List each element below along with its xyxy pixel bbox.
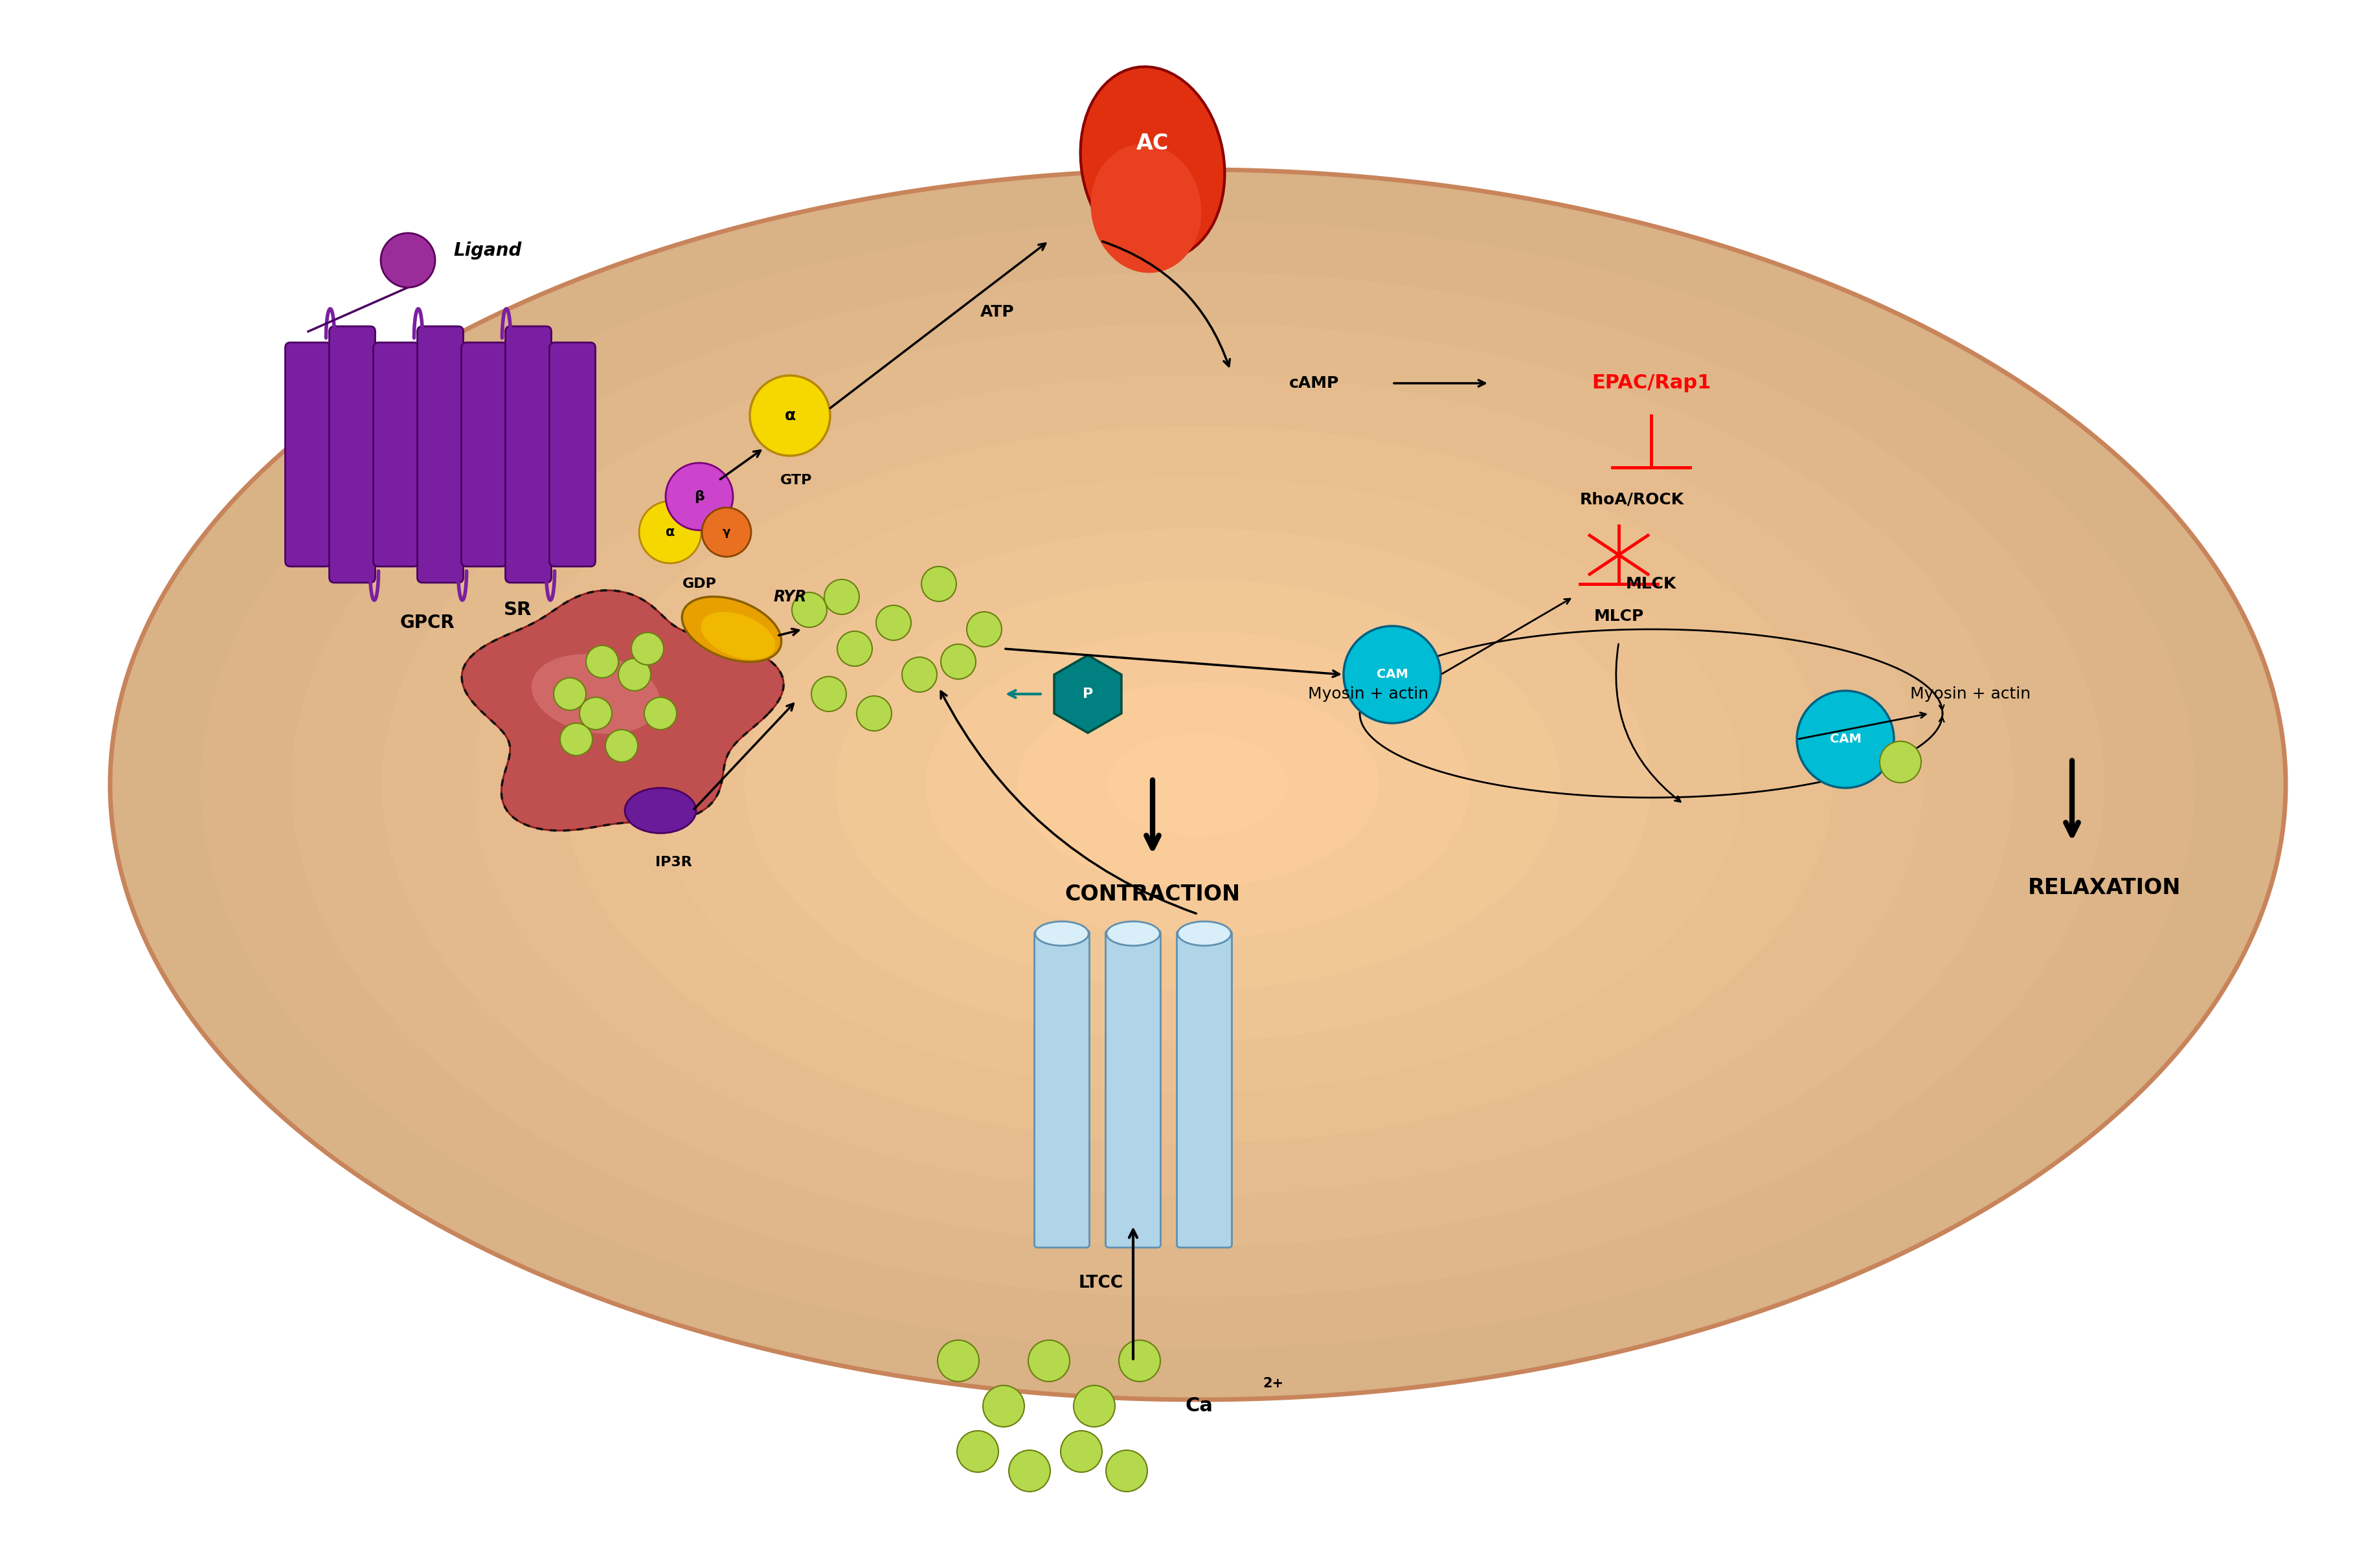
Circle shape <box>606 729 637 762</box>
Circle shape <box>644 698 677 729</box>
Circle shape <box>837 632 872 666</box>
Ellipse shape <box>1082 67 1224 260</box>
Text: MLCP: MLCP <box>1593 608 1645 624</box>
Circle shape <box>618 659 651 691</box>
Circle shape <box>1074 1386 1115 1427</box>
FancyBboxPatch shape <box>1177 930 1231 1248</box>
FancyBboxPatch shape <box>330 326 376 583</box>
Ellipse shape <box>1036 922 1089 946</box>
Polygon shape <box>383 323 2013 1247</box>
Text: β: β <box>694 491 704 503</box>
FancyBboxPatch shape <box>506 326 551 583</box>
Text: RYR: RYR <box>773 590 806 605</box>
Circle shape <box>701 508 751 557</box>
Text: Ligand: Ligand <box>454 241 521 260</box>
FancyBboxPatch shape <box>549 342 594 566</box>
Text: GDP: GDP <box>682 577 715 591</box>
FancyBboxPatch shape <box>285 342 330 566</box>
Text: γ: γ <box>723 527 730 538</box>
Circle shape <box>632 632 663 665</box>
Text: α: α <box>666 525 675 539</box>
Circle shape <box>984 1386 1024 1427</box>
Circle shape <box>825 580 858 615</box>
Circle shape <box>967 612 1001 646</box>
Text: MLCK: MLCK <box>1626 575 1676 591</box>
Text: SR: SR <box>504 601 532 619</box>
Circle shape <box>901 657 937 691</box>
Polygon shape <box>744 528 1652 1041</box>
Circle shape <box>811 676 846 712</box>
FancyBboxPatch shape <box>461 342 506 566</box>
Circle shape <box>1880 742 1921 782</box>
Polygon shape <box>473 375 1923 1195</box>
Text: P: P <box>1082 687 1093 701</box>
Circle shape <box>877 605 910 640</box>
Circle shape <box>922 566 956 602</box>
FancyBboxPatch shape <box>373 342 418 566</box>
Polygon shape <box>200 221 2194 1348</box>
Text: Ca: Ca <box>1186 1397 1212 1416</box>
Circle shape <box>380 234 435 287</box>
FancyBboxPatch shape <box>418 326 464 583</box>
Polygon shape <box>563 426 1833 1143</box>
Text: EPAC/Rap1: EPAC/Rap1 <box>1593 373 1711 392</box>
FancyBboxPatch shape <box>1105 930 1160 1248</box>
Circle shape <box>639 502 701 563</box>
Circle shape <box>666 463 732 530</box>
Ellipse shape <box>625 787 696 833</box>
Circle shape <box>561 723 592 756</box>
Circle shape <box>749 375 830 456</box>
Circle shape <box>958 1430 998 1472</box>
Text: CAM: CAM <box>1376 668 1407 681</box>
Text: CONTRACTION: CONTRACTION <box>1065 884 1241 905</box>
Ellipse shape <box>1091 144 1200 273</box>
Polygon shape <box>834 580 1559 989</box>
Text: CAM: CAM <box>1830 734 1861 745</box>
Polygon shape <box>1017 682 1379 887</box>
Ellipse shape <box>682 597 782 662</box>
Text: RELAXATION: RELAXATION <box>2028 878 2182 898</box>
Circle shape <box>580 698 611 729</box>
Text: cAMP: cAMP <box>1288 375 1341 390</box>
Text: GPCR: GPCR <box>399 613 454 632</box>
Circle shape <box>941 644 977 679</box>
Text: α: α <box>784 408 796 423</box>
Circle shape <box>1120 1341 1160 1381</box>
Circle shape <box>1797 691 1894 787</box>
Circle shape <box>1060 1430 1103 1472</box>
Circle shape <box>792 593 827 627</box>
Text: LTCC: LTCC <box>1079 1275 1124 1292</box>
Circle shape <box>1008 1450 1051 1491</box>
Text: GTP: GTP <box>780 474 813 486</box>
Polygon shape <box>1053 655 1122 732</box>
Text: Myosin + actin: Myosin + actin <box>1911 687 2030 702</box>
Circle shape <box>1343 626 1440 723</box>
Text: 2+: 2+ <box>1262 1377 1284 1389</box>
Polygon shape <box>292 273 2104 1297</box>
Text: ATP: ATP <box>979 304 1015 320</box>
Circle shape <box>1029 1341 1070 1381</box>
Circle shape <box>1105 1450 1148 1491</box>
Circle shape <box>587 646 618 677</box>
Circle shape <box>554 677 587 710</box>
Circle shape <box>937 1341 979 1381</box>
Ellipse shape <box>1177 922 1231 946</box>
Polygon shape <box>461 590 784 831</box>
Polygon shape <box>654 477 1742 1093</box>
Text: AC: AC <box>1136 133 1169 154</box>
Ellipse shape <box>532 654 661 734</box>
Text: RhoA/ROCK: RhoA/ROCK <box>1581 492 1683 508</box>
Circle shape <box>856 696 891 731</box>
Polygon shape <box>1108 734 1288 836</box>
FancyBboxPatch shape <box>1034 930 1089 1248</box>
Polygon shape <box>927 630 1469 938</box>
Polygon shape <box>109 169 2287 1400</box>
Text: Myosin + actin: Myosin + actin <box>1307 687 1429 702</box>
Ellipse shape <box>1105 922 1160 946</box>
Text: IP3R: IP3R <box>656 856 692 869</box>
Ellipse shape <box>701 612 775 660</box>
